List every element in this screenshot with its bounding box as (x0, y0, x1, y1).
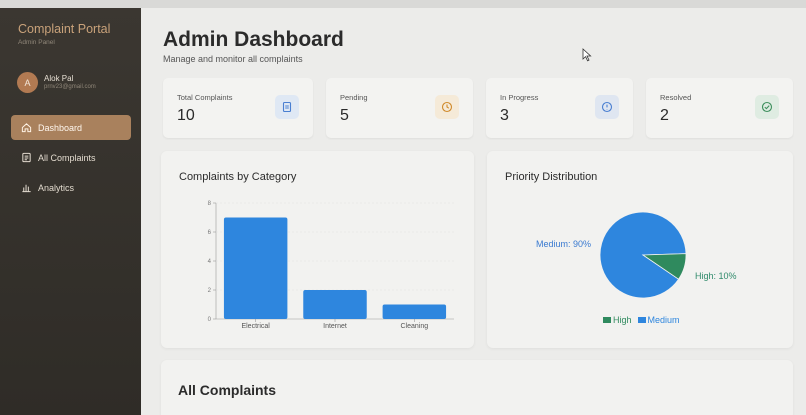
check-circle-icon (755, 95, 779, 119)
stat-card-in-progress: In Progress 3 (486, 78, 633, 138)
stat-card-pending: Pending 5 (326, 78, 473, 138)
document-icon (275, 95, 299, 119)
chart-title: Priority Distribution (505, 171, 598, 183)
stat-label: In Progress (500, 93, 539, 102)
sidebar: Complaint Portal Admin Panel A Alok Pal … (0, 8, 141, 415)
stat-value: 10 (177, 107, 195, 124)
category-bar-chart: 0 2 4 6 8 Electrical Internet Cleaning (208, 201, 454, 330)
bar-internet[interactable] (303, 290, 367, 319)
mouse-cursor-icon (582, 48, 592, 62)
avatar: A (17, 72, 38, 93)
user-email: prnv23@gmail.com (44, 84, 96, 90)
stat-card-total: Total Complaints 10 (163, 78, 313, 138)
bar-cleaning[interactable] (382, 304, 447, 320)
pie-label-high: High: 10% (695, 271, 737, 281)
stat-value: 5 (340, 107, 349, 124)
bar-electrical[interactable] (223, 217, 288, 320)
stat-card-resolved: Resolved 2 (646, 78, 793, 138)
bar-chart-icon (20, 182, 32, 194)
page-subtitle: Manage and monitor all complaints (163, 54, 303, 64)
clock-icon (435, 95, 459, 119)
page-title: Admin Dashboard (163, 28, 344, 51)
x-tick-label: Electrical (241, 323, 270, 330)
y-tick-label: 6 (208, 230, 212, 236)
priority-pie-chart: Medium: 90% High: 10% (536, 211, 737, 299)
legend-label: High (613, 315, 632, 325)
x-tick-label: Cleaning (401, 323, 429, 330)
home-icon (20, 122, 32, 134)
y-tick-label: 4 (208, 259, 212, 265)
legend-swatch (603, 317, 611, 323)
legend-item-high[interactable]: High (603, 315, 632, 325)
alert-circle-icon (595, 95, 619, 119)
legend-label: Medium (647, 315, 680, 325)
stat-value: 3 (500, 107, 509, 124)
category-chart-panel: Complaints by Category 0 2 4 6 8 Electrical In… (161, 151, 474, 348)
legend-swatch (637, 317, 646, 323)
priority-chart-panel: Priority Distribution Medium: 90% High: 1… (487, 151, 793, 348)
y-tick-label: 8 (208, 201, 212, 207)
sidebar-item-dashboard[interactable]: Dashboard (11, 115, 131, 140)
section-title: All Complaints (178, 382, 277, 398)
sidebar-item-all-complaints[interactable]: All Complaints (11, 145, 131, 170)
stat-label: Total Complaints (177, 93, 233, 102)
brand-title: Complaint Portal (18, 22, 111, 36)
chart-title: Complaints by Category (179, 171, 297, 183)
x-tick-label: Internet (323, 323, 347, 330)
sidebar-item-label: Dashboard (38, 122, 83, 133)
stat-label: Pending (340, 93, 368, 102)
stat-label: Resolved (660, 93, 692, 102)
y-tick-label: 2 (208, 288, 212, 294)
stat-value: 2 (660, 107, 669, 124)
pie-label-medium: Medium: 90% (536, 239, 591, 249)
screen-bezel (0, 0, 806, 8)
y-tick-label: 0 (208, 317, 212, 323)
brand-subtitle: Admin Panel (18, 39, 55, 46)
main-content: Admin Dashboard Manage and monitor all c… (141, 8, 806, 415)
all-complaints-panel (161, 360, 793, 415)
sidebar-item-analytics[interactable]: Analytics (11, 175, 131, 200)
sidebar-item-label: All Complaints (38, 152, 96, 163)
document-icon (20, 152, 32, 164)
sidebar-item-label: Analytics (38, 182, 75, 193)
pie-slice-high[interactable] (641, 253, 687, 280)
legend-item-medium[interactable]: Medium (637, 315, 680, 325)
chart-legend: High Medium (603, 315, 680, 325)
user-name: Alok Pal (44, 74, 74, 83)
